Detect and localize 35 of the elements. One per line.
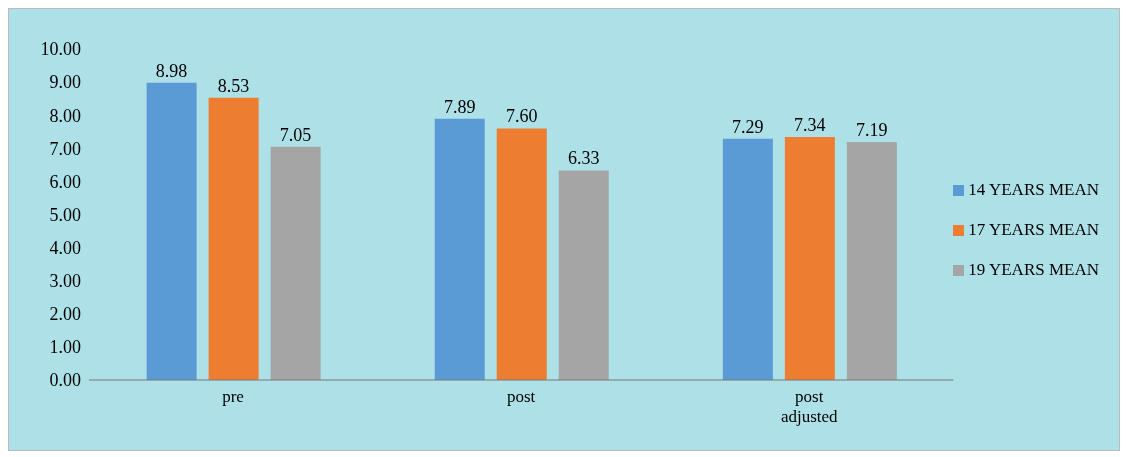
y-tick-label: 8.00 xyxy=(49,105,81,126)
bar xyxy=(208,97,259,380)
text: 7.29 xyxy=(732,116,764,137)
y-tick-label: 9.00 xyxy=(49,72,81,93)
bar xyxy=(146,82,197,380)
y-tick-label: 5.00 xyxy=(49,204,81,225)
x-tick-label: pre xyxy=(222,387,244,406)
y-tick-label: 3.00 xyxy=(49,271,81,292)
bar xyxy=(558,170,609,380)
y-tick-label: 10.00 xyxy=(40,39,81,60)
x-tick-label: post adjusted xyxy=(780,387,839,426)
bar xyxy=(270,146,321,380)
bar xyxy=(846,142,897,380)
bar xyxy=(784,137,835,380)
y-tick-label: 1.00 xyxy=(49,337,81,358)
bar xyxy=(722,138,773,380)
bar xyxy=(496,128,547,380)
text: 7.05 xyxy=(279,124,312,145)
text: 8.98 xyxy=(155,60,188,81)
text: 7.89 xyxy=(443,96,476,117)
y-tick-label: 2.00 xyxy=(49,304,81,325)
text: 6.33 xyxy=(567,148,600,169)
legend-label: 17 YEARS MEAN xyxy=(968,219,1099,239)
text: 7.60 xyxy=(505,106,538,127)
legend-label: 14 YEARS MEAN xyxy=(968,179,1099,199)
text: 7.34 xyxy=(794,115,826,136)
y-tick-label: 0.00 xyxy=(49,370,81,391)
legend-label: 19 YEARS MEAN xyxy=(968,259,1099,279)
text: 7.19 xyxy=(856,120,888,141)
y-tick-label: 4.00 xyxy=(49,237,81,258)
y-tick-label: 6.00 xyxy=(49,171,81,192)
y-tick-label: 7.00 xyxy=(49,138,81,159)
text: 8.53 xyxy=(217,75,250,96)
bar xyxy=(434,118,485,380)
x-tick-label: post xyxy=(507,387,536,406)
